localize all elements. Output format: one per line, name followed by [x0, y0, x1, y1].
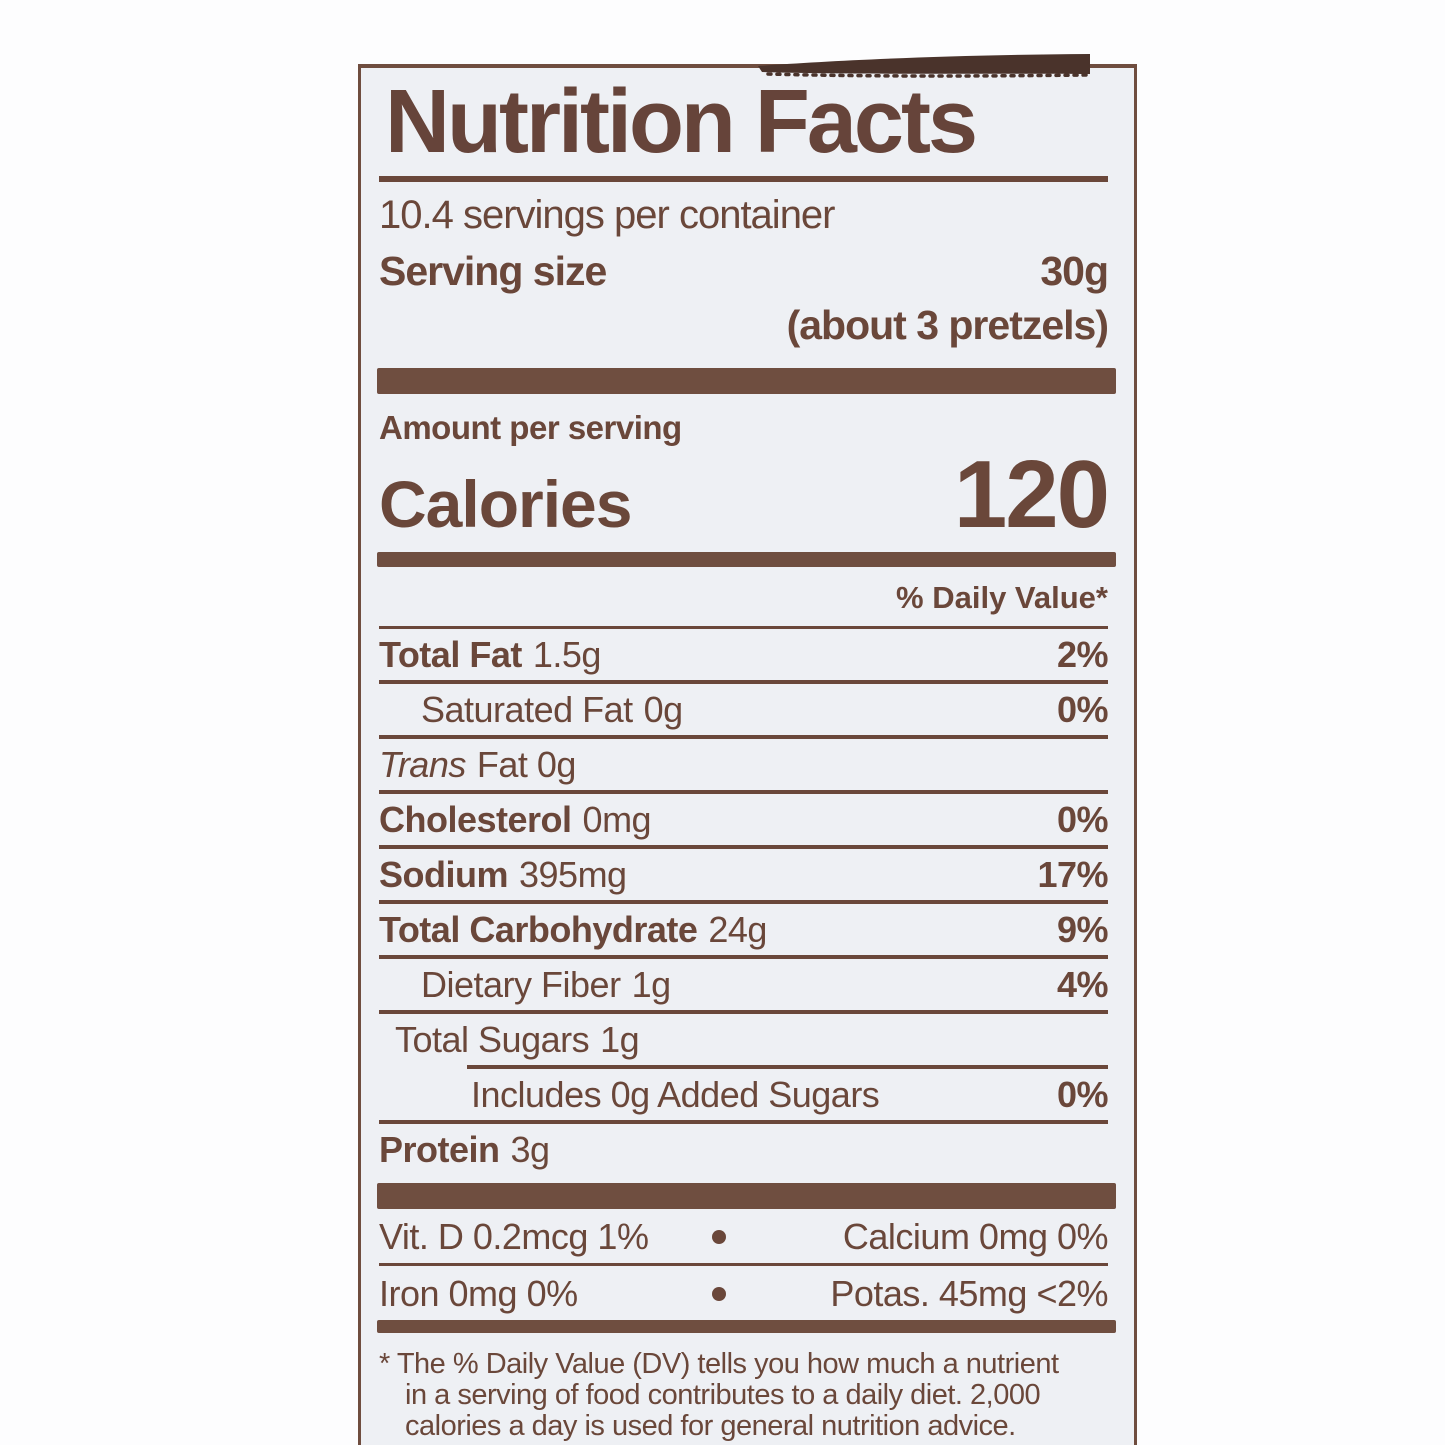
serving-size-row: Serving size 30g [379, 238, 1109, 294]
calories-row: Calories 120 [379, 441, 1110, 552]
calcium-value: Calcium 0mg 0% [842, 1216, 1109, 1257]
nutrient-name: Cholesterol [379, 799, 572, 840]
nutrient-name: Total Fat [379, 634, 522, 675]
bullet-icon [711, 1287, 726, 1301]
calories-value: 120 [953, 441, 1110, 548]
nutrient-name: Trans [379, 744, 466, 785]
nutrient-row-trans-fat: Trans Fat 0g [379, 739, 1108, 790]
micronutrient-row-1: Vit. D 0.2mcg 1% Calcium 0mg 0% [379, 1209, 1109, 1263]
micronutrient-row-2: Iron 0mg 0% Potas. 45mg <2% [379, 1266, 1109, 1320]
nutrient-row-sodium: Sodium 395mg 17% [379, 849, 1108, 900]
nutrient-amount: Fat 0g [476, 744, 577, 785]
nutrient-amount: 0g [643, 689, 684, 730]
nutrient-row-total-carbohydrate: Total Carbohydrate 24g 9% [379, 904, 1109, 955]
amount-per-serving-label: Amount per serving [379, 409, 682, 446]
divider-rule [379, 1263, 1108, 1266]
divider-rule [379, 1120, 1108, 1124]
servings-per-container: 10.4 servings per container [379, 193, 836, 237]
serving-size-value: 30g [1040, 248, 1109, 294]
serving-size-label: Serving size [379, 248, 607, 294]
nutrient-name: Total Sugars [395, 1019, 590, 1060]
footnote-line: in a serving of food contributes to a da… [405, 1379, 1041, 1411]
nutrient-dv: 0% [1056, 1074, 1109, 1115]
nutrient-row-total-sugars: Total Sugars 1g [379, 1014, 1108, 1065]
nutrient-dv: 0% [1056, 799, 1109, 840]
serving-size-note: (about 3 pretzels) [786, 302, 1109, 348]
nutrient-row-cholesterol: Cholesterol 0mg 0% [379, 794, 1109, 845]
nutrient-row-total-fat: Total Fat 1.5g 2% [379, 629, 1109, 680]
nutrient-amount: 3g [510, 1129, 551, 1170]
divider-rule [379, 1010, 1108, 1014]
nutrient-dv: 0% [1056, 689, 1109, 730]
section-divider-bar [377, 552, 1116, 567]
nutrient-dv: 9% [1056, 909, 1109, 950]
daily-value-header: % Daily Value* [896, 580, 1108, 615]
vitamin-d-value: Vit. D 0.2mcg 1% [379, 1216, 649, 1257]
nutrient-amount: 24g [708, 909, 767, 950]
section-divider-bar [377, 1320, 1116, 1333]
nutrient-name: Protein [379, 1129, 500, 1170]
nutrient-amount: 1g [600, 1019, 640, 1060]
divider-rule [379, 790, 1108, 794]
nutrient-amount: 0mg [582, 799, 652, 840]
calories-label: Calories [379, 467, 632, 541]
divider-rule-indented [467, 1065, 1108, 1069]
section-divider-bar [377, 368, 1116, 394]
nutrient-row-saturated-fat: Saturated Fat 0g 0% [379, 684, 1109, 735]
nutrient-amount: 395mg [519, 854, 627, 895]
nutrient-row-dietary-fiber: Dietary Fiber 1g 4% [379, 959, 1109, 1010]
nutrient-name: Total Carbohydrate [379, 909, 698, 950]
nutrient-name: Dietary Fiber [421, 964, 621, 1005]
bullet-icon [711, 1230, 726, 1244]
nutrient-name: Includes 0g Added Sugars [471, 1074, 880, 1115]
divider-rule [379, 735, 1108, 739]
nutrient-dv: 2% [1056, 634, 1109, 675]
nutrient-dv: 17% [1037, 854, 1108, 895]
potassium-value: Potas. 45mg <2% [830, 1273, 1108, 1314]
divider-rule [379, 680, 1108, 684]
section-divider-bar [377, 1183, 1116, 1209]
iron-value: Iron 0mg 0% [379, 1273, 578, 1314]
divider-rule [379, 626, 1108, 629]
footnote-line: * The % Daily Value (DV) tells you how m… [379, 1348, 1059, 1380]
daily-value-footnote: * The % Daily Value (DV) tells you how m… [379, 1333, 1108, 1442]
nutrient-amount: 1g [631, 964, 672, 1005]
nutrient-row-added-sugars: Includes 0g Added Sugars 0% [379, 1069, 1109, 1120]
footnote-line: calories a day is used for general nutri… [405, 1410, 1016, 1442]
nutrient-dv: 4% [1056, 964, 1109, 1005]
nutrient-name: Saturated Fat [421, 689, 633, 730]
nutrient-row-protein: Protein 3g [379, 1124, 1108, 1175]
divider-rule [379, 900, 1108, 904]
divider-rule [379, 845, 1108, 849]
divider-rule [379, 955, 1108, 959]
nutrient-amount: 1.5g [532, 634, 602, 675]
label-title: Nutrition Facts [385, 72, 978, 172]
title-rule [379, 176, 1108, 182]
nutrition-facts-panel: Nutrition Facts 10.4 servings per contai… [358, 64, 1137, 1445]
nutrient-name: Sodium [379, 854, 509, 895]
